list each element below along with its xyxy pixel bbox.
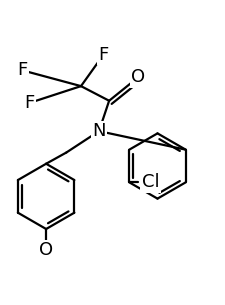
- Text: F: F: [24, 94, 34, 112]
- Text: O: O: [131, 68, 145, 86]
- Text: N: N: [92, 122, 106, 140]
- Text: F: F: [17, 61, 28, 79]
- Text: O: O: [39, 241, 53, 259]
- Text: F: F: [98, 46, 109, 64]
- Text: Cl: Cl: [142, 173, 159, 191]
